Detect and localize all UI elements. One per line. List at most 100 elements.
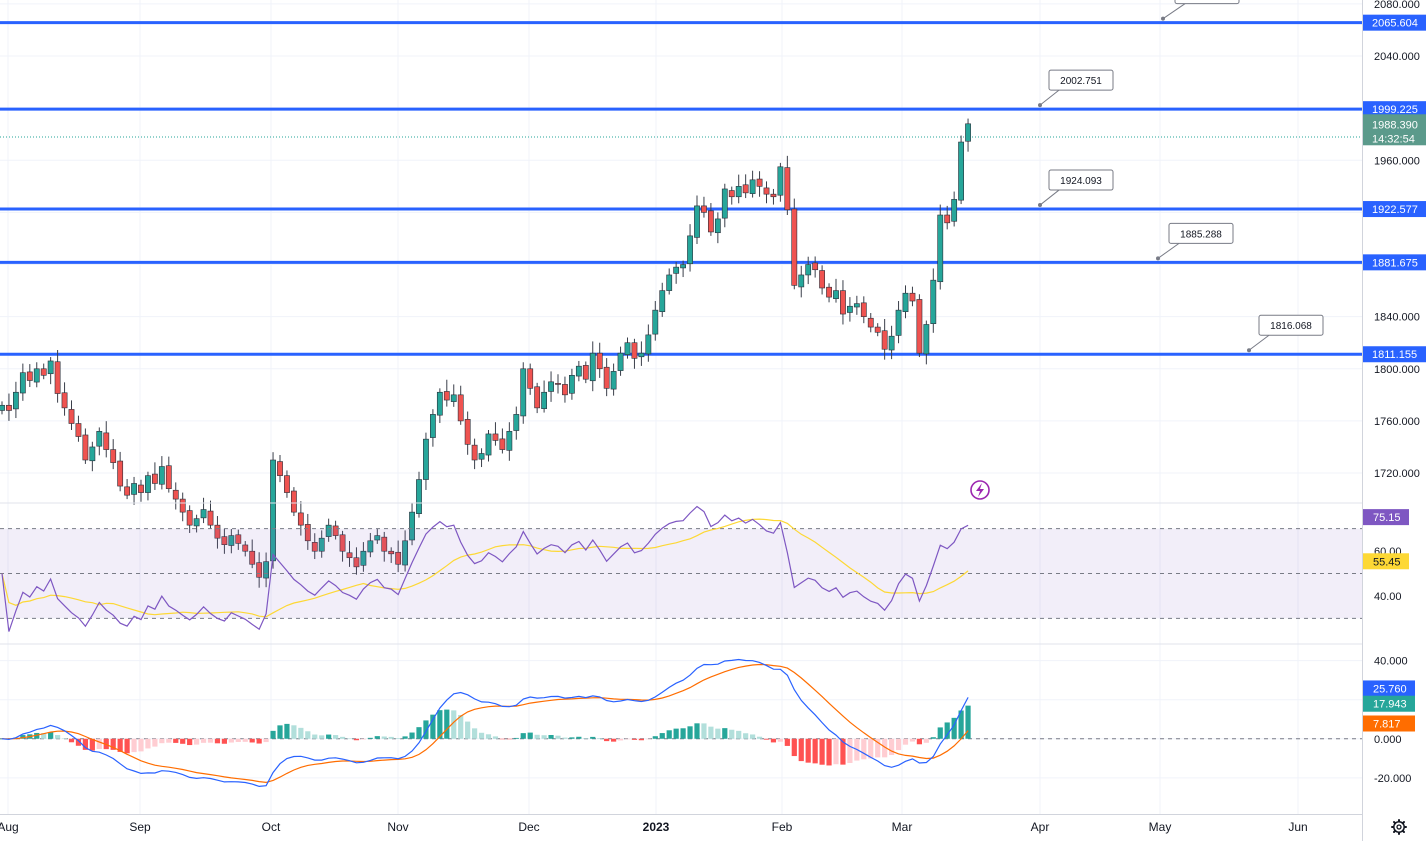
price-callout[interactable]: 1816.068 xyxy=(1247,314,1324,353)
price-tick-label: 1760.000 xyxy=(1374,416,1420,428)
candle-down xyxy=(562,384,568,396)
callout-anchor xyxy=(1038,203,1042,208)
candle xyxy=(958,135,964,205)
price-callouts[interactable]: 2068.377 2002.751 1924.093 1885.288 1816.068 xyxy=(1038,0,1324,353)
macd-histogram-bar xyxy=(110,738,116,750)
macd-histogram-bar xyxy=(200,738,207,743)
candle-down xyxy=(701,205,707,213)
macd-tick-label: 0.000 xyxy=(1374,734,1402,746)
macd-histogram-bar xyxy=(611,738,617,742)
callout-label: 1924.093 xyxy=(1060,176,1102,187)
candle-up xyxy=(513,414,520,431)
candle-up xyxy=(478,453,485,460)
candle xyxy=(325,518,332,542)
macd-histogram-bar xyxy=(847,738,853,763)
candle xyxy=(110,439,117,470)
candle xyxy=(659,282,666,317)
candle xyxy=(805,256,812,285)
callout-box xyxy=(1048,69,1114,91)
macd-histogram-bar xyxy=(180,738,186,744)
candle xyxy=(714,212,721,244)
level-badge xyxy=(1363,101,1426,118)
macd-histogram-bar xyxy=(437,710,443,739)
candle-down xyxy=(603,366,610,389)
candle xyxy=(131,476,137,505)
candle xyxy=(374,529,381,544)
candle-down xyxy=(381,536,388,552)
candle xyxy=(666,268,673,295)
macd-histogram-bar xyxy=(708,726,714,739)
candle-up xyxy=(0,404,5,411)
candle xyxy=(833,278,839,303)
candle xyxy=(701,196,707,218)
price-callout[interactable]: 2068.377 xyxy=(1161,0,1240,21)
candle xyxy=(0,401,5,415)
candle xyxy=(395,540,402,573)
candle-down xyxy=(75,423,82,437)
price-axis[interactable]: 2080.0002040.0002000.0001960.0001920.000… xyxy=(1363,0,1426,785)
macd-histogram-bar xyxy=(701,723,707,739)
macd-histogram-bar xyxy=(965,705,971,739)
macd-histogram-bar xyxy=(221,738,227,744)
macd-histogram-bar xyxy=(548,734,554,739)
candle xyxy=(798,265,805,298)
candle xyxy=(568,368,575,400)
macd-histogram-bar xyxy=(465,721,471,739)
candle-down xyxy=(242,544,249,552)
price-callout[interactable]: 2002.751 xyxy=(1038,69,1114,108)
candle xyxy=(548,371,554,402)
macd-histogram-bar xyxy=(617,738,624,741)
time-axis[interactable]: Aug Sep Oct Nov Dec 2023 Feb Mar Apr May Jun xyxy=(0,820,1308,834)
candle-down xyxy=(631,342,638,359)
candle-up xyxy=(89,446,96,462)
candle xyxy=(902,285,909,319)
candle xyxy=(589,341,596,392)
candle-down xyxy=(110,449,117,463)
macd-histogram-bar xyxy=(173,738,179,743)
macd-histogram-bar xyxy=(875,738,881,758)
callout-leader xyxy=(1248,334,1270,351)
candle-up xyxy=(895,309,902,336)
gear-icon[interactable] xyxy=(1391,819,1407,835)
candle xyxy=(68,400,75,431)
price-tick-label: 1960.000 xyxy=(1374,155,1420,167)
macd-histogram-bar xyxy=(339,736,346,739)
candle-down xyxy=(527,368,534,389)
macd-histogram-bar xyxy=(673,728,679,739)
macd-histogram-bar xyxy=(48,732,54,739)
candle xyxy=(749,170,756,198)
candle-up xyxy=(958,141,964,201)
candle-up xyxy=(624,342,631,356)
level-badge-label: 1811.155 xyxy=(1372,349,1417,361)
candle-down xyxy=(221,536,228,545)
price-callout[interactable]: 1924.093 xyxy=(1038,169,1114,208)
candle-down xyxy=(235,534,242,544)
candle xyxy=(735,174,742,204)
macd-histogram-bar xyxy=(228,738,234,743)
candle xyxy=(443,379,450,407)
macd-histogram-bar xyxy=(868,738,874,759)
macd-histogram-bar xyxy=(131,738,137,753)
candle xyxy=(360,542,367,572)
price-tick-label: 2080.000 xyxy=(1374,0,1420,11)
candle-down xyxy=(944,214,951,224)
macd-histogram-bar xyxy=(902,738,909,745)
horizontal-levels[interactable] xyxy=(0,21,1362,356)
candle-down xyxy=(277,461,283,476)
price-callout[interactable]: 1885.288 xyxy=(1156,222,1234,261)
candle-up xyxy=(694,205,700,238)
candle-up xyxy=(360,550,367,566)
candle-down xyxy=(311,542,318,552)
macd-histogram-bar xyxy=(291,725,297,739)
candle xyxy=(353,547,360,575)
candle xyxy=(19,363,26,401)
candle xyxy=(179,492,186,522)
candle xyxy=(457,385,464,425)
callout-anchor xyxy=(1247,348,1251,353)
macd-histogram-bar xyxy=(20,735,26,739)
lightning-icon[interactable] xyxy=(970,480,990,500)
macd-histogram-bar xyxy=(346,738,353,740)
callout-box xyxy=(1048,169,1114,191)
candle-down xyxy=(784,167,791,211)
